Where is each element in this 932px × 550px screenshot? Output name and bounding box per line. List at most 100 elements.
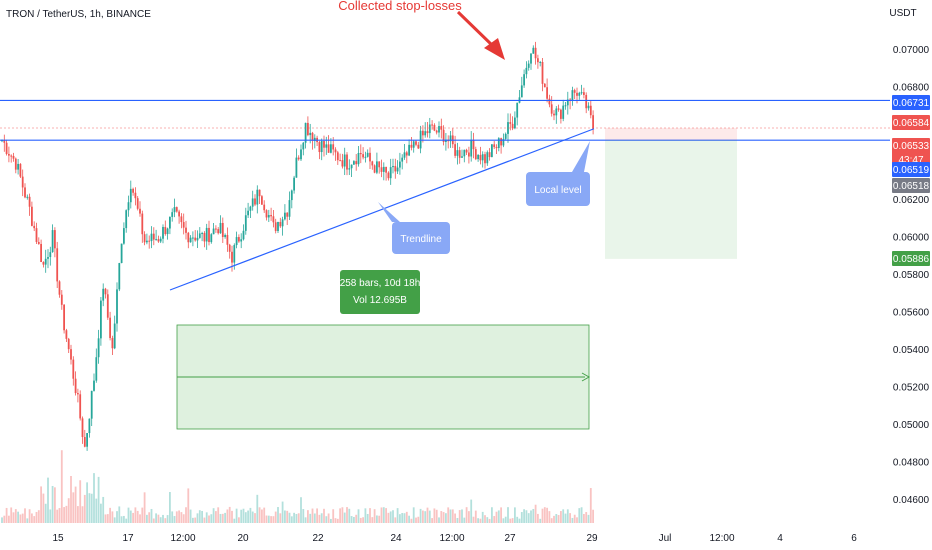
volume-bar xyxy=(205,512,208,523)
candle-body xyxy=(474,149,477,160)
volume-bar xyxy=(26,518,29,523)
volume-bar xyxy=(355,514,358,523)
volume-bar xyxy=(371,517,374,523)
volume-bar xyxy=(502,518,505,523)
candle-body xyxy=(546,87,548,99)
volume-bar xyxy=(366,513,369,523)
volume-bar xyxy=(267,515,270,523)
volume-bar xyxy=(332,509,335,523)
volume-bar xyxy=(359,517,362,523)
volume-bar xyxy=(362,517,364,523)
candle-body xyxy=(438,126,440,133)
candle-body xyxy=(415,141,417,145)
volume-bar xyxy=(449,509,452,523)
volume-bar xyxy=(219,513,222,523)
price-tick-label: 0.05800 xyxy=(893,270,930,281)
volume-bar xyxy=(215,511,217,523)
position-stop-zone[interactable] xyxy=(605,128,737,141)
volume-bar xyxy=(162,514,164,523)
candle-body xyxy=(171,212,174,217)
candle-body xyxy=(86,433,88,447)
volume-bar xyxy=(385,508,387,523)
candle-body xyxy=(169,216,171,229)
time-tick-label: Jul xyxy=(659,533,672,544)
volume-bar xyxy=(77,506,79,523)
volume-bar xyxy=(270,516,272,523)
time-tick-label: 17 xyxy=(122,533,134,544)
stop-losses-annotation[interactable]: Collected stop-losses xyxy=(338,0,462,13)
time-axis[interactable]: 15 17 12:00 20 22 24 12:00 27 29 Jul 12:00 4 6 xyxy=(52,533,857,544)
local-level-callout[interactable]: Local level xyxy=(526,141,590,206)
candle-body xyxy=(251,198,254,207)
volume-bar xyxy=(504,516,507,523)
volume-bar xyxy=(3,515,6,523)
volume-bar xyxy=(127,507,130,523)
candle-body xyxy=(284,212,286,220)
candle-body xyxy=(111,338,114,349)
volume-bar xyxy=(134,507,137,523)
candle-body xyxy=(523,74,525,86)
volume-bar xyxy=(90,493,93,523)
candle-body xyxy=(343,154,346,167)
volume-bar xyxy=(514,507,516,523)
candle-body xyxy=(433,124,436,131)
candle-body xyxy=(378,161,381,168)
candle-body xyxy=(348,168,351,170)
trendline-callout-text: Trendline xyxy=(400,234,442,245)
volume-bar xyxy=(463,517,466,523)
volume-bar xyxy=(265,515,268,523)
volume-bar xyxy=(139,514,141,523)
volume-bar xyxy=(493,516,496,523)
volume-bar xyxy=(415,517,417,523)
candle-body xyxy=(74,378,77,394)
candle-body xyxy=(125,210,128,229)
volume-bar xyxy=(279,513,282,523)
volume-bar xyxy=(316,508,318,523)
volume-bar xyxy=(123,515,125,523)
volume-bar xyxy=(405,511,408,523)
volume-bar xyxy=(456,517,459,523)
volume-bar xyxy=(67,498,70,523)
volume-bar xyxy=(297,513,300,523)
volume-bar xyxy=(583,513,585,523)
symbol-title: TRON / TetherUS, 1h, BINANCE xyxy=(6,9,151,20)
price-tick-label: 0.07000 xyxy=(893,45,930,56)
volume-bar xyxy=(403,513,406,523)
volume-bar xyxy=(295,513,298,523)
candles xyxy=(1,41,594,451)
price-axis[interactable]: 0.070000.068000.066000.064000.062000.060… xyxy=(893,45,930,506)
candle-body xyxy=(56,248,59,282)
candle-body xyxy=(215,228,217,230)
volume-bar xyxy=(571,517,574,523)
volume-bar xyxy=(410,518,413,523)
candle-body xyxy=(65,330,68,339)
volume-bar xyxy=(95,498,98,523)
measure-label: 258 bars, 10d 18h Vol 12.695B xyxy=(340,270,420,314)
position-target-zone[interactable] xyxy=(605,140,737,259)
volume-bar xyxy=(318,514,321,523)
candle-body xyxy=(47,257,49,259)
trendline-callout[interactable]: Trendline xyxy=(378,202,450,254)
volume-bar xyxy=(5,507,8,523)
price-tick-label: 0.04800 xyxy=(893,458,930,469)
candle-body xyxy=(295,157,298,178)
candle-body xyxy=(152,233,155,240)
price-badge-text: 0.06518 xyxy=(893,181,930,192)
candle-body xyxy=(493,144,496,148)
candle-body xyxy=(532,47,535,54)
volume-bar xyxy=(113,517,116,523)
volume-bar xyxy=(203,517,206,523)
trendline[interactable] xyxy=(169,128,595,291)
candle-body xyxy=(166,228,169,235)
candle-body xyxy=(560,109,562,119)
candle-body xyxy=(173,207,176,213)
volume-bar xyxy=(566,509,569,523)
volume-bar xyxy=(357,509,360,523)
candle-body xyxy=(376,161,378,173)
candle-body xyxy=(106,294,109,318)
volume-bar xyxy=(422,510,424,523)
volume-bar xyxy=(387,512,390,523)
volume-bar xyxy=(560,511,562,523)
volume-bar xyxy=(150,508,153,523)
